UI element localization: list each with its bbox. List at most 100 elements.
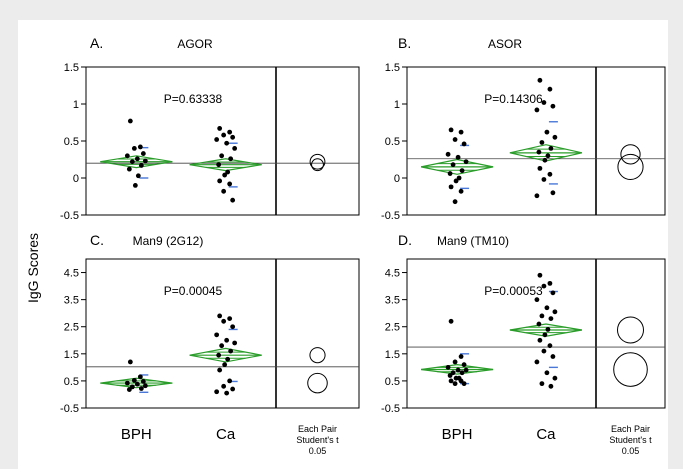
data-point bbox=[142, 383, 148, 389]
y-tick-label: 1.5 bbox=[64, 62, 79, 74]
data-point bbox=[542, 332, 548, 338]
data-point bbox=[539, 140, 545, 145]
p-value: P=0.00053 bbox=[484, 284, 543, 298]
data-point bbox=[448, 127, 454, 133]
data-point bbox=[232, 146, 238, 151]
data-point bbox=[225, 169, 231, 175]
data-point bbox=[217, 178, 223, 184]
y-tick-label: 1 bbox=[73, 99, 79, 111]
y-tick-label: 4.5 bbox=[385, 268, 400, 280]
comparison-circle bbox=[613, 352, 648, 387]
y-axis-label: IgG Scores bbox=[25, 233, 41, 303]
data-point bbox=[448, 378, 454, 384]
data-point bbox=[140, 151, 146, 156]
comparison-label-line: Each Pair bbox=[298, 424, 337, 434]
data-point bbox=[534, 297, 540, 303]
data-point bbox=[445, 364, 451, 370]
data-point bbox=[232, 340, 238, 346]
data-point bbox=[541, 283, 547, 289]
y-tick-label: 0.5 bbox=[64, 136, 79, 148]
data-point bbox=[463, 367, 469, 373]
data-point bbox=[541, 177, 547, 182]
data-point bbox=[458, 354, 464, 359]
data-point bbox=[214, 332, 220, 338]
data-point bbox=[550, 103, 556, 109]
plot-frame bbox=[406, 258, 666, 409]
panel-a: A. AGOR -0.5 0 0.5 1 1.5 P=0.63338 bbox=[60, 35, 360, 222]
y-tick-label: 3.5 bbox=[385, 295, 400, 307]
data-point bbox=[547, 280, 553, 286]
data-point bbox=[221, 383, 227, 389]
data-point bbox=[124, 380, 130, 386]
data-point bbox=[547, 171, 553, 177]
panel-d: D. Man9 (TM10) -0.5 0.5 1.5 2.5 3.5 4.5 P=0.0005… bbox=[381, 232, 666, 456]
data-point bbox=[550, 190, 556, 196]
data-point bbox=[547, 343, 553, 349]
data-point bbox=[132, 183, 138, 188]
data-point bbox=[448, 318, 454, 324]
data-point bbox=[536, 321, 542, 327]
data-point bbox=[230, 134, 236, 140]
data-point bbox=[138, 163, 144, 168]
data-point bbox=[537, 272, 543, 278]
y-tick-label: 0.5 bbox=[385, 376, 400, 388]
data-point bbox=[214, 137, 220, 142]
data-point bbox=[541, 348, 547, 354]
data-point bbox=[452, 199, 458, 205]
data-point bbox=[124, 153, 130, 159]
data-point bbox=[537, 77, 543, 83]
comparison-circle bbox=[309, 153, 326, 170]
data-point bbox=[548, 383, 554, 389]
data-point bbox=[131, 377, 137, 383]
data-point bbox=[539, 381, 545, 387]
data-point bbox=[126, 387, 132, 392]
category-label: Ca bbox=[536, 426, 556, 443]
data-point bbox=[450, 162, 456, 168]
data-point bbox=[447, 373, 453, 378]
data-point bbox=[135, 173, 141, 179]
y-tick-label: -0.5 bbox=[60, 210, 79, 222]
data-point bbox=[447, 171, 453, 176]
data-point bbox=[227, 378, 233, 384]
data-point bbox=[138, 386, 144, 391]
comparison-label-line: Each Pair bbox=[611, 424, 650, 434]
data-point bbox=[225, 356, 231, 362]
data-point bbox=[216, 352, 222, 358]
data-point bbox=[547, 86, 553, 92]
data-point bbox=[452, 137, 458, 142]
data-point bbox=[217, 126, 223, 131]
data-point bbox=[534, 107, 540, 113]
data-point bbox=[131, 146, 137, 151]
panel-title: AGOR bbox=[177, 37, 213, 51]
data-point bbox=[550, 290, 556, 296]
y-tick-label: 2.5 bbox=[64, 322, 79, 334]
plot-frame bbox=[85, 258, 360, 409]
comparison-circle bbox=[307, 372, 328, 394]
data-point bbox=[228, 156, 234, 162]
panel-title: ASOR bbox=[488, 37, 522, 51]
data-point bbox=[552, 309, 558, 315]
y-tick-label: 0.5 bbox=[64, 376, 79, 388]
comparison-circle bbox=[616, 316, 645, 344]
category-label: Ca bbox=[216, 426, 236, 443]
data-point bbox=[126, 166, 132, 172]
data-point bbox=[537, 165, 543, 171]
data-point bbox=[217, 367, 223, 373]
p-value: P=0.00045 bbox=[164, 284, 223, 298]
data-point bbox=[545, 153, 551, 159]
y-tick-label: -0.5 bbox=[60, 403, 79, 415]
y-tick-label: -0.5 bbox=[381, 403, 400, 415]
data-point bbox=[452, 359, 458, 365]
y-tick-label: -0.5 bbox=[381, 210, 400, 222]
data-point bbox=[448, 184, 454, 190]
data-point bbox=[461, 362, 467, 368]
comparison-circle bbox=[311, 158, 324, 172]
data-point bbox=[550, 354, 556, 359]
data-point bbox=[230, 324, 236, 330]
data-point bbox=[224, 140, 230, 146]
data-point bbox=[548, 146, 554, 151]
panel-title: Man9 (2G12) bbox=[133, 234, 204, 248]
data-point bbox=[224, 390, 230, 396]
y-tick-label: 3.5 bbox=[64, 295, 79, 307]
